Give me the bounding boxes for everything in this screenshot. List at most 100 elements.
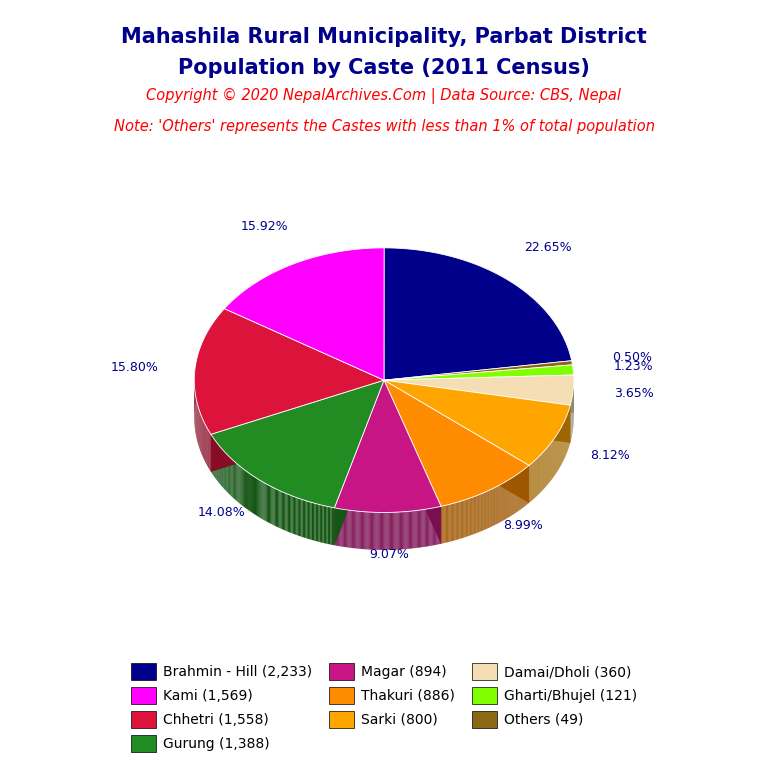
Polygon shape <box>295 497 296 535</box>
Polygon shape <box>228 455 229 494</box>
Polygon shape <box>401 511 402 549</box>
Polygon shape <box>283 492 284 530</box>
Polygon shape <box>255 477 256 515</box>
Polygon shape <box>476 495 477 533</box>
Polygon shape <box>299 498 300 536</box>
Polygon shape <box>345 510 346 547</box>
Polygon shape <box>194 309 384 434</box>
Polygon shape <box>278 490 280 528</box>
Polygon shape <box>471 498 472 535</box>
Polygon shape <box>294 497 295 535</box>
Polygon shape <box>361 511 362 549</box>
Polygon shape <box>356 511 358 548</box>
Polygon shape <box>239 465 240 503</box>
Polygon shape <box>418 510 419 548</box>
Polygon shape <box>277 489 278 528</box>
Polygon shape <box>393 512 394 550</box>
Polygon shape <box>343 509 344 547</box>
Polygon shape <box>482 493 483 531</box>
Polygon shape <box>363 511 364 549</box>
Polygon shape <box>396 512 397 550</box>
Polygon shape <box>251 475 252 512</box>
Polygon shape <box>258 479 260 517</box>
Polygon shape <box>269 485 270 524</box>
Polygon shape <box>447 505 448 542</box>
Polygon shape <box>240 466 241 505</box>
Polygon shape <box>474 496 475 534</box>
Text: Note: 'Others' represents the Castes with less than 1% of total population: Note: 'Others' represents the Castes wit… <box>114 119 654 134</box>
Polygon shape <box>450 504 452 541</box>
Polygon shape <box>394 512 395 550</box>
Polygon shape <box>291 495 293 534</box>
Polygon shape <box>372 512 373 550</box>
Polygon shape <box>235 462 236 500</box>
Polygon shape <box>440 506 441 544</box>
Polygon shape <box>453 503 454 541</box>
Polygon shape <box>376 512 377 550</box>
Polygon shape <box>254 476 255 515</box>
Polygon shape <box>384 380 571 442</box>
Polygon shape <box>300 499 301 537</box>
Polygon shape <box>427 509 428 547</box>
Polygon shape <box>409 511 410 548</box>
Polygon shape <box>333 508 334 545</box>
Polygon shape <box>390 512 391 550</box>
Polygon shape <box>257 478 258 517</box>
Polygon shape <box>414 511 415 548</box>
Polygon shape <box>211 380 384 472</box>
Polygon shape <box>463 500 464 538</box>
Text: 9.07%: 9.07% <box>369 548 409 561</box>
Text: 22.65%: 22.65% <box>524 241 571 254</box>
Polygon shape <box>288 494 289 532</box>
Polygon shape <box>466 499 467 537</box>
Polygon shape <box>234 462 235 499</box>
Polygon shape <box>338 508 339 546</box>
Polygon shape <box>383 512 384 550</box>
Polygon shape <box>384 361 571 418</box>
Polygon shape <box>384 365 574 380</box>
Polygon shape <box>233 461 234 498</box>
Legend: Brahmin - Hill (2,233), Kami (1,569), Chhetri (1,558), Gurung (1,388), Magar (89: Brahmin - Hill (2,233), Kami (1,569), Ch… <box>126 657 642 757</box>
Polygon shape <box>475 495 476 534</box>
Polygon shape <box>351 511 353 548</box>
Polygon shape <box>406 511 407 549</box>
Polygon shape <box>481 494 482 531</box>
Polygon shape <box>403 511 404 549</box>
Polygon shape <box>391 512 392 550</box>
Polygon shape <box>231 458 233 497</box>
Polygon shape <box>429 508 431 546</box>
Polygon shape <box>384 361 571 418</box>
Polygon shape <box>369 512 370 550</box>
Polygon shape <box>290 495 291 533</box>
Polygon shape <box>358 511 359 548</box>
Polygon shape <box>445 505 446 543</box>
Polygon shape <box>462 501 463 538</box>
Polygon shape <box>420 510 421 548</box>
Polygon shape <box>465 499 466 537</box>
Polygon shape <box>334 380 384 545</box>
Polygon shape <box>432 508 433 545</box>
Polygon shape <box>472 497 473 535</box>
Polygon shape <box>412 511 414 548</box>
Polygon shape <box>224 248 384 380</box>
Polygon shape <box>379 512 380 550</box>
Polygon shape <box>293 496 294 534</box>
Polygon shape <box>449 504 450 541</box>
Polygon shape <box>337 508 338 546</box>
Polygon shape <box>225 452 226 491</box>
Text: Copyright © 2020 NepalArchives.Com | Data Source: CBS, Nepal: Copyright © 2020 NepalArchives.Com | Dat… <box>147 88 621 104</box>
Text: 8.99%: 8.99% <box>503 519 543 532</box>
Polygon shape <box>282 492 283 530</box>
Polygon shape <box>237 465 239 502</box>
Polygon shape <box>250 474 251 512</box>
Polygon shape <box>273 488 275 526</box>
Polygon shape <box>464 500 465 538</box>
Polygon shape <box>303 500 304 538</box>
Polygon shape <box>334 508 336 545</box>
Polygon shape <box>459 502 460 539</box>
Polygon shape <box>421 510 422 548</box>
Polygon shape <box>336 508 337 546</box>
Polygon shape <box>470 498 471 535</box>
Polygon shape <box>270 486 271 524</box>
Polygon shape <box>402 511 403 549</box>
